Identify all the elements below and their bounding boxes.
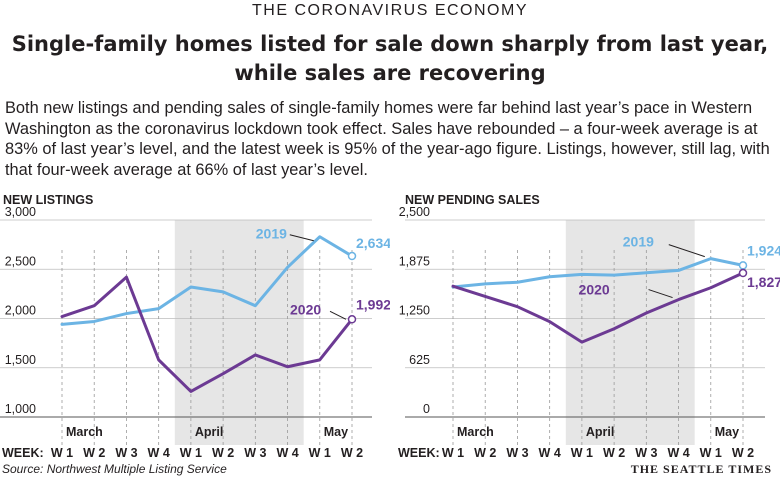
pending-leader-2020: [648, 289, 673, 299]
listings-x-tick-label: W 2: [83, 446, 105, 460]
chart-title-new-pending-sales: NEW PENDING SALES: [405, 193, 540, 207]
pending-x-tick-label: W 2: [474, 446, 496, 460]
listings-month-label: March: [66, 425, 103, 439]
listings-x-tick-label: W 1: [180, 446, 202, 460]
listings-leader-2020: [329, 310, 347, 320]
pending-y-tick-label: 0: [423, 402, 430, 416]
listings-x-tick-label: W 2: [341, 446, 363, 460]
pending-x-tick-label: W 1: [442, 446, 464, 460]
listings-x-tick-label: W 3: [115, 446, 137, 460]
kicker: THE CORONAVIRUS ECONOMY: [252, 2, 528, 19]
pending-april-shade: [565, 220, 695, 445]
pending-end-marker-2019: [738, 261, 748, 270]
listings-y-tick-label: 3,000: [5, 205, 36, 219]
chart-title-new-listings: NEW LISTINGS: [3, 193, 94, 207]
pending-month-label: May: [715, 425, 739, 439]
pending-x-tick-label: W 1: [700, 446, 722, 460]
listings-y-tick-label: 1,500: [5, 353, 36, 367]
pending-series-label-2019: 2019: [623, 234, 654, 250]
pending-end-label-2020: 1,827: [747, 274, 780, 290]
pending-y-tick-label: 1,875: [399, 254, 430, 268]
listings-series-label-2020: 2020: [290, 301, 321, 317]
listings-series-line-2019: [60, 235, 354, 326]
listings-series-line-2020: [60, 275, 354, 393]
pending-series-line-2019: [451, 257, 745, 289]
pending-end-label-2019: 1,924: [747, 242, 780, 258]
pending-y-tick-label: 1,250: [399, 304, 430, 318]
pending-x-tick-label: W 1: [571, 446, 593, 460]
pending-leader-2019: [668, 244, 705, 258]
credit-logo: THE SEATTLE TIMES: [630, 462, 772, 476]
pending-x-tick-label: W 2: [732, 446, 754, 460]
headline: Single-family homes listed for sale down…: [11, 32, 769, 85]
pending-series-label-2020: 2020: [579, 282, 610, 298]
listings-y-tick-label: 1,000: [5, 402, 36, 416]
pending-month-label: March: [457, 425, 494, 439]
pending-end-marker-2020: [738, 268, 748, 278]
listings-x-tick-label: W 3: [244, 446, 266, 460]
pending-x-tick-label: W 4: [539, 446, 561, 460]
pending-week-axis-title: WEEK:: [398, 446, 440, 460]
pending-x-tick-label: W 3: [635, 446, 657, 460]
dek-paragraph: Both new listings and pending sales of s…: [5, 99, 770, 179]
listings-x-tick-label: W 1: [51, 446, 73, 460]
listings-week-axis-title: WEEK:: [2, 446, 44, 460]
listings-series-label-2019: 2019: [256, 226, 287, 242]
listings-end-marker-2020: [347, 315, 357, 324]
listings-end-label-2020: 1,992: [356, 296, 390, 312]
pending-x-tick-label: W 4: [667, 446, 689, 460]
pending-month-label: April: [586, 425, 614, 439]
listings-end-label-2019: 2,634: [356, 235, 390, 251]
pending-x-tick-label: W 3: [506, 446, 528, 460]
pending-y-tick-label: 2,500: [399, 205, 430, 219]
listings-x-tick-label: W 2: [212, 446, 234, 460]
pending-x-tick-label: W 2: [603, 446, 625, 460]
listings-april-shade: [174, 220, 304, 445]
new-listings-chart: 1,000 1,500 2,000 2,500 3,000 March April May WE…: [0, 205, 390, 460]
listings-end-marker-2019: [347, 251, 357, 261]
listings-y-tick-label: 2,500: [5, 254, 36, 268]
listings-y-tick-label: 2,000: [5, 304, 36, 318]
listings-month-label: May: [324, 425, 348, 439]
source-note: Source: Northwest Multiple Listing Servi…: [2, 462, 227, 476]
listings-x-tick-label: W 4: [276, 446, 298, 460]
pending-series-line-2020: [451, 271, 745, 344]
listings-x-tick-label: W 4: [148, 446, 170, 460]
pending-y-tick-label: 625: [409, 353, 430, 367]
listings-leader-2019: [289, 234, 314, 242]
listings-x-tick-label: W 1: [309, 446, 331, 460]
listings-month-label: April: [195, 425, 223, 439]
